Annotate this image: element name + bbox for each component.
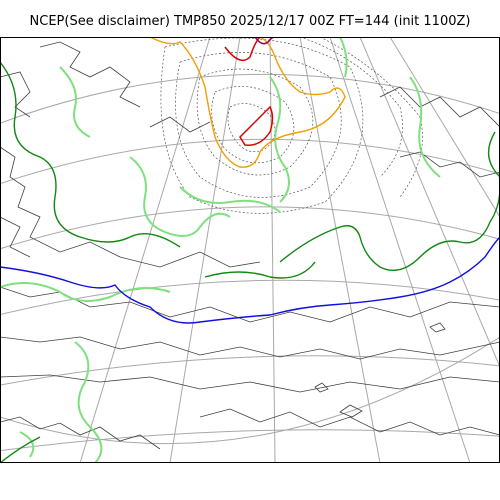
graticule-line bbox=[0, 138, 500, 185]
cold-isotherm bbox=[175, 52, 342, 198]
graticule-line bbox=[79, 37, 211, 463]
coastline bbox=[314, 382, 329, 393]
zero-isotherm bbox=[0, 236, 500, 324]
coastline bbox=[0, 336, 500, 360]
isotherm-light-green bbox=[269, 76, 290, 203]
isotherm-light-green bbox=[0, 282, 171, 302]
coastline bbox=[0, 216, 31, 258]
cold-isotherm bbox=[160, 37, 364, 214]
coastline bbox=[0, 146, 261, 268]
map-title: NCEP(See disclaimer) TMP850 2025/12/17 0… bbox=[29, 14, 471, 29]
graticule-line bbox=[359, 37, 500, 368]
isotherm-light-green bbox=[409, 76, 441, 178]
isotherm-red bbox=[239, 105, 274, 146]
graticule-line bbox=[0, 336, 500, 445]
isotherm-light-green bbox=[19, 431, 35, 458]
coastline bbox=[429, 322, 446, 333]
isotherm-green bbox=[0, 61, 181, 248]
red-isotherm bbox=[224, 37, 274, 146]
cold-isotherm bbox=[196, 68, 314, 176]
isotherm-light-green bbox=[179, 186, 281, 213]
coastline bbox=[149, 116, 211, 133]
isotherm-zero bbox=[0, 236, 500, 324]
orange-isotherm bbox=[149, 37, 346, 168]
coastline bbox=[379, 86, 500, 128]
cold-isotherm bbox=[299, 37, 403, 178]
map-canvas bbox=[0, 37, 500, 463]
coastline bbox=[0, 374, 500, 393]
coastlines bbox=[0, 41, 500, 450]
cold-isotherm bbox=[319, 37, 423, 198]
isotherm-light-green bbox=[339, 37, 348, 78]
coastline bbox=[39, 41, 141, 108]
isotherm-green bbox=[279, 186, 500, 271]
isotherm-green bbox=[0, 436, 41, 463]
isotherm-orange bbox=[149, 37, 346, 168]
cold-isotherm bbox=[227, 103, 276, 152]
graticule-line bbox=[299, 37, 381, 463]
graticule-line bbox=[329, 37, 471, 463]
light-green-isotherms bbox=[0, 37, 441, 463]
green-isotherms bbox=[0, 61, 500, 463]
graticule-line bbox=[0, 206, 500, 250]
graticule-line bbox=[0, 73, 500, 124]
graticule-line bbox=[0, 279, 500, 316]
isotherm-light-green bbox=[129, 156, 231, 237]
cold-isotherms bbox=[160, 37, 423, 214]
graticule-line bbox=[0, 429, 500, 452]
graticule-line bbox=[169, 37, 241, 463]
graticule-line bbox=[269, 37, 276, 463]
isotherm-green bbox=[204, 261, 316, 279]
coastline bbox=[199, 408, 500, 436]
coastline bbox=[0, 416, 161, 450]
graticule-line bbox=[389, 37, 500, 218]
graticule-line bbox=[0, 355, 500, 386]
isotherm-green bbox=[487, 131, 500, 178]
coastline bbox=[399, 151, 500, 178]
isotherm-light-green bbox=[74, 341, 103, 463]
isotherm-red bbox=[224, 37, 261, 62]
graticule bbox=[0, 37, 500, 463]
coastline bbox=[339, 404, 363, 418]
coastline bbox=[0, 71, 31, 118]
isotherm-light-green bbox=[59, 66, 91, 138]
